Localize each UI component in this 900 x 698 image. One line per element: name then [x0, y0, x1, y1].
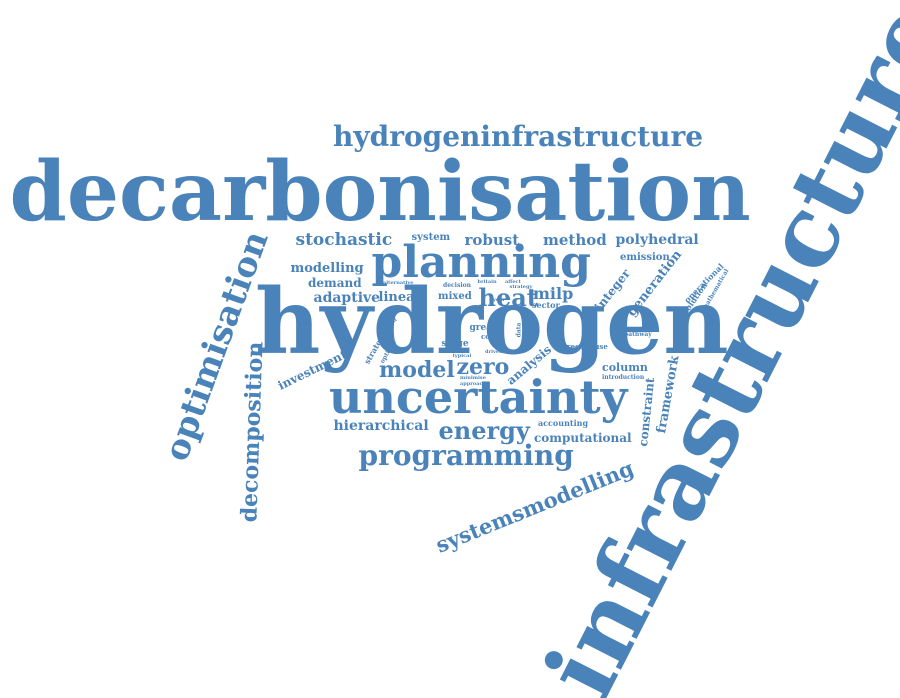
word-decision: decision [443, 282, 471, 289]
word-cost: cost [481, 331, 498, 341]
word-hydrogen: hydrogen [255, 269, 729, 375]
word-heat: heat [478, 283, 538, 312]
word-pathway: pathway [624, 331, 652, 338]
word-driven: driven [485, 348, 503, 355]
word-modelling: modelling [290, 260, 364, 276]
word-planning: planning [371, 237, 591, 288]
word-stochastic: stochastic [295, 229, 393, 250]
word-uncertainty: uncertainty [329, 370, 628, 424]
word-introduction: introduction [602, 374, 645, 381]
word-sector: sector [532, 300, 560, 310]
word-computational: computational [534, 431, 632, 445]
word-approach: approach [460, 380, 487, 387]
word-affect: affect [505, 278, 521, 285]
word-method: method [543, 230, 607, 249]
word-strategy: strategy [509, 283, 533, 290]
word-linear: linear [378, 289, 422, 305]
word-hierarchical: hierarchical [333, 418, 429, 434]
word-programming: programming [358, 439, 574, 472]
word-greenhouse: greenhouse [562, 341, 608, 351]
word-alternative: alternative [383, 279, 414, 286]
word-data: data [514, 322, 522, 338]
word-polyhedral: polyhedral [615, 232, 699, 248]
word-zero: zero [456, 354, 510, 380]
word-typical: typical [452, 352, 472, 359]
word-milp: milp [533, 284, 574, 303]
word-decarbonisation: decarbonisation [9, 144, 751, 240]
word-emission: emission [620, 252, 670, 263]
word-model: model [379, 357, 455, 383]
word-mixed: mixed [438, 291, 472, 302]
word-decomposition: decomposition [235, 341, 269, 523]
word-britain: britain [477, 278, 497, 285]
word-system: system [411, 232, 451, 243]
word-column: column [602, 360, 648, 374]
word-energy: energy [438, 416, 530, 445]
word-adaptive: adaptive [313, 290, 381, 306]
word-stage: stage [441, 338, 469, 349]
word-robust: robust [464, 230, 520, 249]
word-year: year [493, 296, 505, 303]
word-hydrogeninfrastructure: hydrogeninfrastructure [333, 120, 704, 153]
word-demand: demand [308, 276, 362, 290]
word-accounting: accounting [538, 418, 589, 428]
word-minimise: minimise [460, 374, 486, 381]
word-great: great [469, 322, 497, 333]
